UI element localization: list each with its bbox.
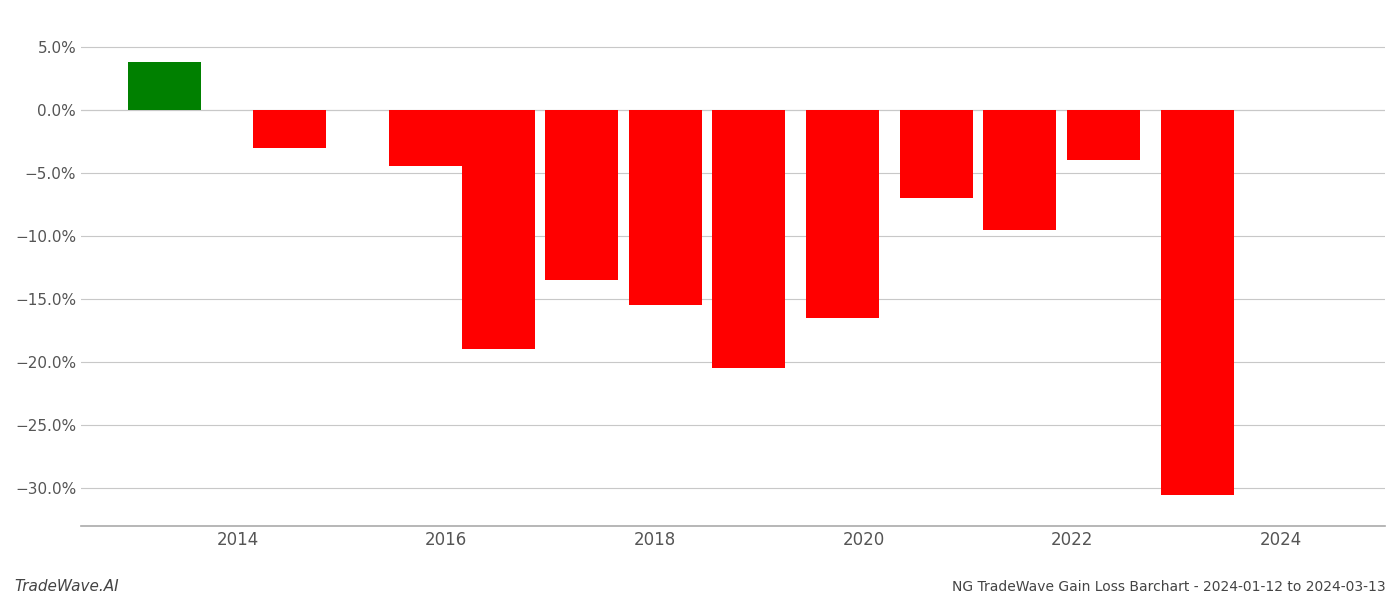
Bar [1161, 110, 1233, 494]
Bar [127, 62, 202, 110]
Bar [462, 110, 535, 349]
Bar [253, 110, 326, 148]
Text: NG TradeWave Gain Loss Barchart - 2024-01-12 to 2024-03-13: NG TradeWave Gain Loss Barchart - 2024-0… [952, 580, 1386, 594]
Bar [713, 110, 785, 368]
Bar [806, 110, 879, 318]
Bar [629, 110, 701, 305]
Bar [983, 110, 1057, 230]
Bar [545, 110, 619, 280]
Bar [1067, 110, 1140, 160]
Text: TradeWave.AI: TradeWave.AI [14, 579, 119, 594]
Bar [900, 110, 973, 198]
Bar [389, 110, 462, 166]
